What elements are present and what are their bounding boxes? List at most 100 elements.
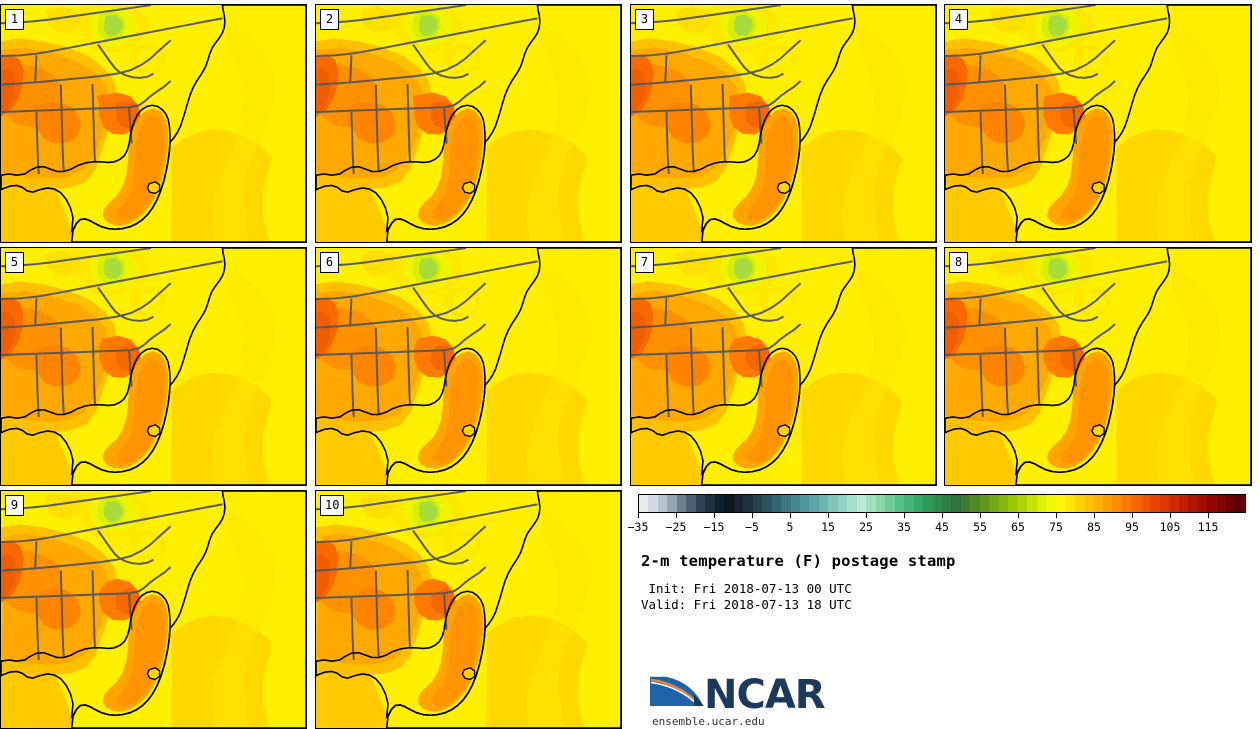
- temperature-field: [945, 5, 1251, 242]
- temperature-contour: [989, 249, 1026, 276]
- colorbar-swatch: [799, 495, 810, 512]
- colorbar-tick-label: 25: [859, 520, 873, 534]
- stamp-panel-7[interactable]: 7: [630, 247, 937, 486]
- state-boundary-line: [35, 298, 36, 326]
- state-boundary-line: [413, 288, 469, 321]
- temperature-contour: [529, 248, 621, 485]
- stamp-panel-3[interactable]: 3: [630, 4, 937, 243]
- state-boundary-line: [316, 248, 466, 266]
- state-boundary-line: [408, 327, 410, 405]
- stamp-panel-10[interactable]: 10: [315, 490, 622, 729]
- valid-time-line: Valid: Fri 2018-07-13 18 UTC: [641, 597, 852, 612]
- colorbar-tick: [790, 513, 791, 518]
- colorbar-swatch: [1008, 495, 1018, 512]
- colorbar-swatch: [752, 495, 763, 512]
- colorbar-swatch: [923, 495, 933, 512]
- colorbar-swatch: [724, 495, 734, 512]
- colorbar-swatch: [866, 495, 876, 512]
- temperature-contour: [35, 587, 81, 630]
- state-boundary-line: [723, 327, 725, 405]
- colorbar-tick-label: 55: [973, 520, 987, 534]
- colorbar-swatch: [1216, 495, 1227, 512]
- stamp-panel-9[interactable]: 9: [0, 490, 307, 729]
- state-boundary-line: [665, 55, 666, 83]
- state-boundary-line: [728, 45, 784, 78]
- temperature-contour: [1048, 257, 1067, 279]
- colorbar-swatch: [1084, 495, 1094, 512]
- temperature-field: [631, 5, 936, 242]
- colorbar-swatch: [639, 495, 649, 512]
- state-boundary-line: [93, 327, 95, 405]
- colorbar-tick: [1170, 513, 1171, 518]
- state-boundary-line: [945, 248, 1096, 266]
- state-boundary-line: [945, 102, 1089, 112]
- state-boundary-line: [316, 504, 537, 542]
- coastline-path: [72, 248, 306, 485]
- temperature-contour: [1159, 5, 1251, 242]
- state-boundary-line: [35, 541, 36, 569]
- state-boundary-line: [376, 328, 379, 415]
- coastline-path: [387, 5, 621, 242]
- colorbar-tick: [828, 513, 829, 518]
- coastline-path: [387, 491, 621, 728]
- temperature-map: [631, 5, 936, 242]
- temperature-contour: [419, 14, 438, 36]
- colorbar-tick-label: −25: [665, 520, 687, 534]
- temperature-contour: [734, 257, 753, 279]
- lake-okeechobee: [147, 182, 159, 194]
- colorbar-tick-label: 35: [897, 520, 911, 534]
- state-boundary-line: [408, 84, 410, 162]
- state-boundary-line: [316, 588, 459, 598]
- colorbar-swatch: [1102, 495, 1113, 512]
- state-boundary-line: [631, 102, 774, 112]
- stamp-panel-5[interactable]: 5: [0, 247, 307, 486]
- colorbar-tick-label: 45: [935, 520, 949, 534]
- lake-okeechobee: [147, 425, 159, 437]
- colorbar-swatch: [790, 495, 800, 512]
- colorbar-tick: [1208, 513, 1209, 518]
- colorbar-swatch: [762, 495, 772, 512]
- temperature-contour: [45, 249, 81, 276]
- temperature-contour: [211, 509, 276, 728]
- state-boundary-line: [459, 324, 485, 345]
- coastline: [1, 248, 306, 485]
- stamp-panel-2[interactable]: 2: [315, 4, 622, 243]
- temperature-contour: [45, 492, 81, 519]
- state-boundary-line: [1, 248, 151, 266]
- ncar-wave-icon: [648, 668, 706, 712]
- colorbar-swatch: [657, 495, 668, 512]
- colorbar-swatch: [705, 495, 715, 512]
- temperature-contour: [526, 266, 591, 485]
- state-boundary-line: [316, 5, 466, 23]
- colorbar-ticks: [638, 513, 1246, 520]
- state-boundary-line: [144, 567, 170, 588]
- colorbar-swatch: [885, 495, 895, 512]
- temperature-contour: [631, 68, 646, 114]
- temperature-map: [1, 491, 306, 728]
- colorbar-swatch: [781, 495, 791, 512]
- state-boundaries: [1, 248, 222, 417]
- state-boundary-line: [351, 598, 353, 660]
- colorbar-swatch: [1169, 495, 1179, 512]
- temperature-contour: [1, 429, 72, 485]
- state-boundary-line: [631, 261, 852, 299]
- colorbar-swatch: [1093, 495, 1103, 512]
- colorbar-swatch: [1055, 495, 1066, 512]
- state-boundary-line: [980, 355, 982, 417]
- stamp-panel-1[interactable]: 1: [0, 4, 307, 243]
- state-boundaries: [1, 491, 222, 660]
- state-boundary-line: [774, 81, 800, 102]
- state-boundary-line: [36, 112, 38, 174]
- colorbar-swatch: [733, 495, 744, 512]
- state-boundary-line: [631, 248, 781, 266]
- coastline: [1, 491, 306, 728]
- colorbar-swatch: [1036, 495, 1047, 512]
- colorbar-tick: [1132, 513, 1133, 518]
- stamp-panel-4[interactable]: 4: [944, 4, 1252, 243]
- colorbar-swatch: [1046, 495, 1056, 512]
- temperature-contour: [746, 358, 794, 464]
- state-boundary-line: [666, 355, 668, 417]
- state-boundaries: [1, 5, 222, 174]
- stamp-panel-8[interactable]: 8: [944, 247, 1252, 486]
- stamp-panel-6[interactable]: 6: [315, 247, 622, 486]
